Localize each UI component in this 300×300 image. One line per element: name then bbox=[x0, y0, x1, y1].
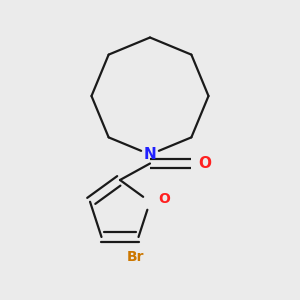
Text: Br: Br bbox=[127, 250, 144, 265]
Text: O: O bbox=[158, 192, 170, 206]
Text: N: N bbox=[144, 147, 156, 162]
Text: O: O bbox=[198, 156, 211, 171]
